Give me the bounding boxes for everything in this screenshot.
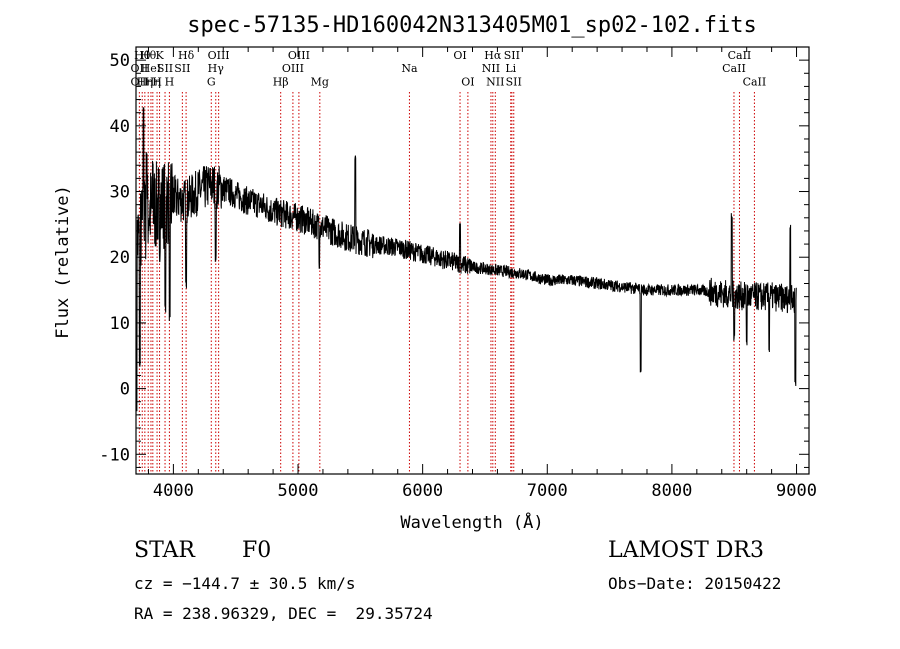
x-tick-label: 7000 (527, 481, 568, 501)
sky-coordinates: RA = 238.96329, DEC = 29.35724 (134, 604, 433, 623)
line-label: CaII (728, 49, 752, 62)
line-label: OII (131, 62, 149, 75)
line-label: Hη (137, 75, 153, 88)
line-label: Hγ (208, 62, 225, 75)
line-label: OI (461, 75, 474, 88)
line-label: NII (486, 75, 504, 88)
line-label: OI (453, 49, 466, 62)
y-tick-label: 30 (110, 183, 130, 203)
line-label: SII (157, 62, 173, 75)
line-label: SII (174, 62, 190, 75)
redshift-cz: cz = −144.7 ± 30.5 km/s (134, 574, 356, 593)
line-label: Hη (145, 75, 161, 88)
line-label: CaII (743, 75, 767, 88)
x-ticks: 4000 5000 6000 7000 8000 9000 (147, 47, 817, 501)
line-label: Na (401, 62, 418, 75)
x-tick-label: 9000 (776, 481, 817, 501)
line-label: Hβ (273, 75, 289, 88)
observation-date: Obs−Date: 20150422 (608, 574, 782, 593)
line-label: Hα (484, 49, 502, 62)
survey-name: LAMOST DR3 (608, 538, 764, 563)
line-label: OII (131, 75, 149, 88)
y-tick-label: 20 (110, 248, 130, 268)
line-label: Li (505, 62, 516, 75)
y-ticks: -10 0 10 20 30 40 50 (99, 46, 809, 468)
line-label: G (207, 75, 216, 88)
line-label: CaII (722, 62, 746, 75)
object-subclass: F0 (242, 538, 272, 563)
line-labels: OIIOIIHθHηHθHeIHηHKSIIHSIIHδGHγOIIIHβOII… (131, 49, 767, 88)
line-label: Hθ (134, 49, 151, 62)
spectrum-line (136, 107, 797, 412)
x-tick-label: 4000 (153, 481, 194, 501)
y-axis-label: Flux (relative) (53, 185, 73, 339)
line-label: Mg (311, 75, 329, 88)
line-label: H (152, 75, 162, 88)
line-label: OIII (288, 49, 310, 62)
plot-frame (135, 46, 810, 475)
chart-title: spec-57135-HD160042N313405M01_sp02-102.f… (187, 13, 757, 38)
line-markers (138, 92, 755, 474)
line-label: OIII (282, 62, 304, 75)
y-tick-label: -10 (99, 445, 130, 465)
y-tick-label: 10 (110, 314, 130, 334)
y-tick-label: 50 (110, 51, 130, 71)
line-label: K (155, 49, 164, 62)
line-label: H (165, 75, 175, 88)
line-label: SII (504, 49, 520, 62)
line-label: NII (482, 62, 500, 75)
line-label: OIII (208, 49, 230, 62)
x-axis-label: Wavelength (Å) (400, 511, 543, 533)
line-label: Hδ (178, 49, 195, 62)
line-label: Hθ (140, 49, 157, 62)
line-label: HeI (141, 62, 161, 75)
spectrum-series (136, 107, 797, 412)
object-class: STAR (134, 538, 195, 563)
x-tick-label: 6000 (402, 481, 443, 501)
y-tick-label: 0 (120, 380, 130, 400)
y-tick-label: 40 (110, 117, 130, 137)
line-label: SII (506, 75, 522, 88)
x-tick-label: 5000 (278, 481, 319, 501)
x-tick-label: 8000 (651, 481, 692, 501)
